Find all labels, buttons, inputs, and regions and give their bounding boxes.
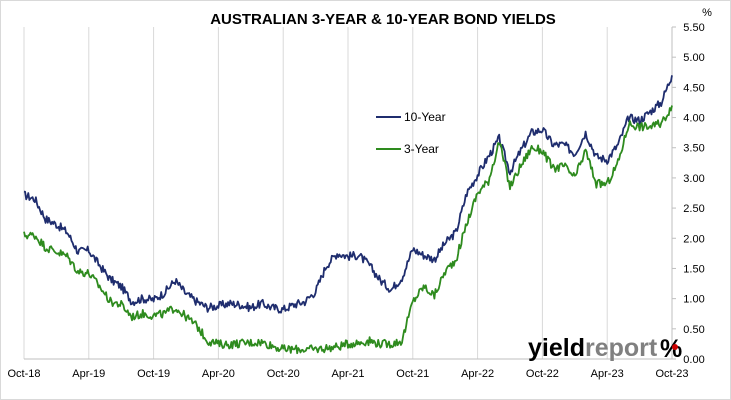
y-tick-label: 3.50: [683, 143, 704, 155]
series-line-3-year: [23, 105, 673, 355]
series-lines: [23, 75, 673, 355]
x-tick-label: Apr-23: [591, 368, 624, 380]
series-line-10-year: [23, 75, 673, 314]
x-tick-label: Apr-20: [202, 368, 235, 380]
y-tick-label: 5.50: [683, 22, 704, 34]
legend: 10-Year 3-Year: [376, 110, 446, 156]
y-tick-label: 2.00: [683, 233, 704, 245]
axes: Oct-18 Apr-19 Oct-19 Apr-20 Oct-20 Apr-21 Oct-…: [7, 22, 704, 380]
y-tick-label: 4.00: [683, 113, 704, 125]
logo-report-text: report: [585, 334, 658, 362]
legend-label: 10-Year: [404, 110, 446, 124]
x-tick-label: Apr-22: [461, 368, 494, 380]
x-tick-label: Oct-23: [655, 368, 688, 380]
logo-dot-icon: [672, 344, 678, 350]
y-tick-label: 3.00: [683, 173, 704, 185]
y-tick-label: 0.50: [683, 324, 704, 336]
y-tick-label: 2.50: [683, 203, 704, 215]
yieldreport-logo: yieldreport %: [528, 334, 682, 363]
y-tick-label: 1.00: [683, 294, 704, 306]
svg-text:yieldreport: yieldreport: [528, 334, 658, 362]
x-tick-label: Oct-20: [267, 368, 300, 380]
x-tick-label: Oct-18: [7, 368, 40, 380]
logo-percent-icon: %: [660, 335, 682, 363]
grid-lines: [23, 27, 673, 359]
x-tick-label: Oct-19: [137, 368, 170, 380]
x-tick-label: Oct-22: [526, 368, 559, 380]
y-tick-label: 5.00: [683, 52, 704, 64]
legend-label: 3-Year: [404, 142, 439, 156]
chart-title: AUSTRALIAN 3-YEAR & 10-YEAR BOND YIELDS: [210, 11, 556, 28]
y-tick-label: 1.50: [683, 263, 704, 275]
x-tick-label: Oct-21: [396, 368, 429, 380]
y-tick-label: 4.50: [683, 82, 704, 94]
x-tick-label: Apr-19: [72, 368, 105, 380]
logo-yield-text: yield: [528, 334, 585, 362]
x-tick-label: Apr-21: [331, 368, 364, 380]
y-tick-label: 0.00: [683, 354, 704, 366]
y-axis-unit-label: %: [702, 7, 712, 19]
